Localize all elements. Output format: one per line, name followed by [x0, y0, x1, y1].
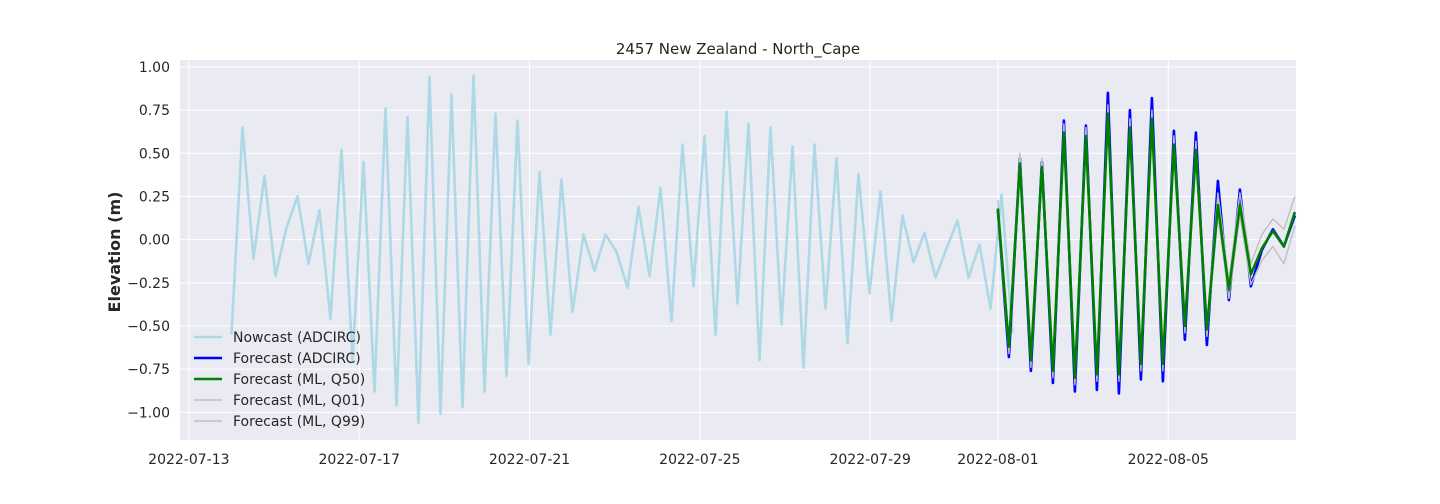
legend: Nowcast (ADCIRC) Forecast (ADCIRC) Forecas… [194, 330, 365, 430]
x-tick-label: 2022-07-17 [319, 452, 400, 468]
x-tick-label: 2022-07-13 [148, 452, 229, 468]
y-tick-label: 1.00 [139, 60, 170, 76]
y-tick-label: −0.25 [127, 276, 170, 292]
x-tick-label: 2022-07-29 [829, 452, 910, 468]
legend-label-forecast-adcirc: Forecast (ADCIRC) [233, 351, 361, 367]
y-tick-label: 0.25 [139, 189, 170, 205]
y-tick-label: 0.00 [139, 233, 170, 249]
x-tick-labels: 2022-07-13 2022-07-17 2022-07-21 2022-07-25… [148, 452, 1209, 468]
legend-label-forecast-ml-q50: Forecast (ML, Q50) [233, 372, 365, 388]
y-tick-label: −0.50 [127, 319, 170, 335]
y-tick-labels: 1.00 0.75 0.50 0.25 0.00 −0.25 −0.50 −0.75 −1.00 [127, 60, 170, 421]
series-line-nowcast-adcirc [230, 74, 1014, 425]
series-line-forecast-ml-q50 [996, 112, 1297, 380]
x-tick-label: 2022-08-05 [1128, 452, 1209, 468]
y-tick-label: 0.75 [139, 103, 170, 119]
y-tick-label: −0.75 [127, 362, 170, 378]
series-lines [230, 74, 1297, 425]
y-tick-label: −1.00 [127, 405, 170, 421]
x-tick-label: 2022-08-01 [957, 452, 1038, 468]
legend-label-forecast-ml-q01: Forecast (ML, Q01) [233, 393, 365, 409]
y-axis-label: Elevation (m) [105, 192, 124, 313]
x-tick-label: 2022-07-21 [489, 452, 570, 468]
y-tick-label: 0.50 [139, 146, 170, 162]
legend-label-nowcast-adcirc: Nowcast (ADCIRC) [233, 330, 361, 346]
chart-title: 2457 New Zealand - North_Cape [616, 40, 860, 59]
x-tick-label: 2022-07-25 [659, 452, 740, 468]
legend-label-forecast-ml-q99: Forecast (ML, Q99) [233, 414, 365, 430]
